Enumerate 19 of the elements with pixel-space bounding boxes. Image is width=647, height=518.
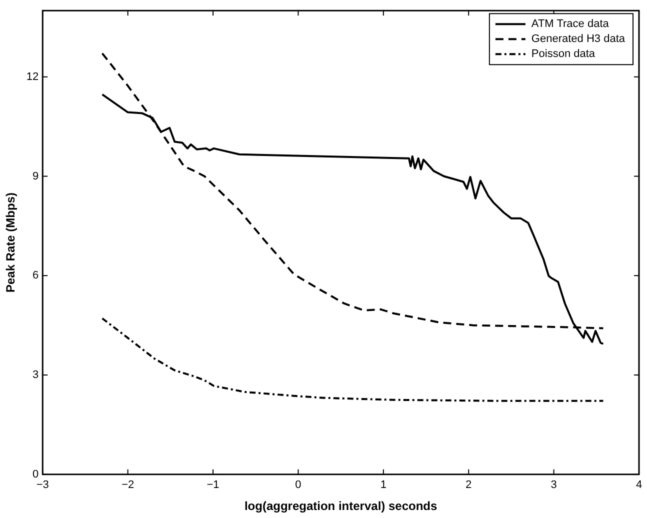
x-tick-label: 3 xyxy=(550,479,557,492)
x-axis-title: log(aggregation interval) seconds xyxy=(244,499,438,514)
x-tick-label: −2 xyxy=(122,479,134,492)
legend-label: Generated H3 data xyxy=(531,33,626,46)
y-axis-title: Peak Rate (Mbps) xyxy=(4,192,18,293)
y-tick-label: 12 xyxy=(26,70,39,83)
y-tick-label: 3 xyxy=(32,369,39,382)
y-tick-label: 9 xyxy=(32,170,39,182)
x-tick-label: 1 xyxy=(380,479,386,492)
x-tick-label: 4 xyxy=(636,479,642,492)
x-tick-label: −3 xyxy=(36,479,49,492)
y-tick-label: 6 xyxy=(32,270,39,282)
line-series xyxy=(101,317,604,402)
x-tick-label: −1 xyxy=(206,479,220,492)
y-tick-label: 0 xyxy=(32,468,39,480)
x-tick-label: 2 xyxy=(466,479,472,492)
legend-label: ATM Trace data xyxy=(531,18,610,30)
x-tick-label: 0 xyxy=(295,479,302,492)
legend-label: Poisson data xyxy=(531,48,596,60)
